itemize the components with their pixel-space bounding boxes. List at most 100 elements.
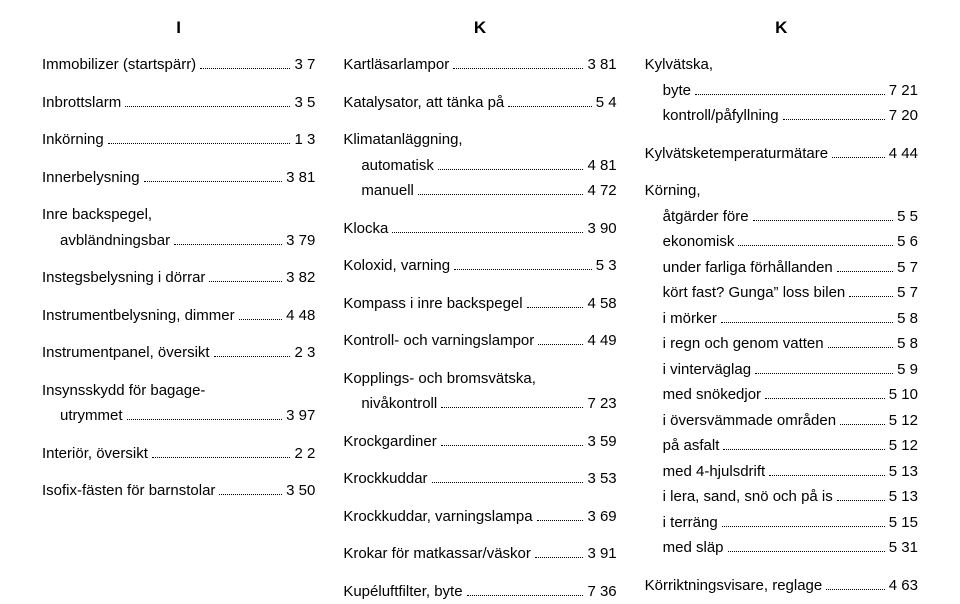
entry-label: på asfalt <box>663 433 720 459</box>
entry-page-ref: 3 5 <box>294 90 315 116</box>
index-entry: Krockgardiner 3 59 <box>343 429 616 455</box>
index-column-3: K Kylvätska,byte7 21kontroll/påfyllning7… <box>631 18 932 595</box>
index-entry-line: Krockgardiner 3 59 <box>343 429 616 455</box>
index-entry-line: Isofix-fästen för barnstolar3 50 <box>42 478 315 504</box>
entry-label: Kartläsarlampor <box>343 52 449 78</box>
index-entry: Körning,åtgärder före5 5ekonomisk5 6unde… <box>645 178 918 561</box>
entry-label: Körriktningsvisare, reglage <box>645 573 823 599</box>
leader-dots <box>527 298 584 308</box>
leader-dots <box>721 313 893 323</box>
entry-label: i lera, sand, snö och på is <box>663 484 833 510</box>
entry-label: Katalysator, att tänka på <box>343 90 504 116</box>
leader-dots <box>849 287 893 297</box>
entry-label: i terräng <box>663 510 718 536</box>
entry-label: Koloxid, varning <box>343 253 450 279</box>
leader-dots <box>214 347 291 357</box>
index-entry-line: Krokar för matkassar/väskor3 91 <box>343 541 616 567</box>
entry-page-ref: 3 91 <box>587 541 616 567</box>
index-entry: Krockkuddar, varningslampa3 69 <box>343 504 616 530</box>
leader-dots <box>209 272 282 282</box>
index-entry: Kopplings- och bromsvätska,nivåkontroll7… <box>343 366 616 417</box>
leader-dots <box>738 236 893 246</box>
entry-label: automatisk <box>361 153 434 179</box>
entry-label: utrymmet <box>60 403 123 429</box>
entry-page-ref: 4 44 <box>889 141 918 167</box>
index-subentry: byte7 21 <box>645 78 918 104</box>
leader-dots <box>538 335 583 345</box>
entry-page-ref: 5 13 <box>889 459 918 485</box>
entry-label: Inkörning <box>42 127 104 153</box>
entry-page-ref: 3 79 <box>286 228 315 254</box>
entry-label: avbländningsbar <box>60 228 170 254</box>
index-entry-line: Kartläsarlampor 3 81 <box>343 52 616 78</box>
index-entry-line: Krockkuddar3 53 <box>343 466 616 492</box>
leader-dots <box>418 185 584 195</box>
index-entry-line: Interiör, översikt2 2 <box>42 441 315 467</box>
index-page: I Immobilizer (startspärr)3 7Inbrottslar… <box>0 0 960 595</box>
leader-dots <box>723 440 884 450</box>
index-entry-line: Kupéluftfilter, byte 7 36 <box>343 579 616 604</box>
column-entries: Immobilizer (startspärr)3 7Inbrottslarm3… <box>42 52 315 504</box>
leader-dots <box>832 148 885 158</box>
leader-dots <box>695 85 885 95</box>
entry-group-label: Inre backspegel, <box>42 202 315 228</box>
index-subentry: med 4-hjulsdrift5 13 <box>645 459 918 485</box>
entry-label: Instrumentpanel, översikt <box>42 340 210 366</box>
entry-page-ref: 5 7 <box>897 255 918 281</box>
leader-dots <box>753 211 894 221</box>
entry-page-ref: 5 3 <box>596 253 617 279</box>
index-entry-line: Katalysator, att tänka på5 4 <box>343 90 616 116</box>
index-entry-line: Inkörning1 3 <box>42 127 315 153</box>
entry-page-ref: 3 59 <box>587 429 616 455</box>
index-entry: Klocka3 90 <box>343 216 616 242</box>
entry-label: Krockgardiner <box>343 429 436 455</box>
index-subentry: kört fast? Gunga” loss bilen5 7 <box>645 280 918 306</box>
leader-dots <box>239 310 283 320</box>
index-entry-line: Krockkuddar, varningslampa3 69 <box>343 504 616 530</box>
index-entry: Inre backspegel,avbländningsbar 3 79 <box>42 202 315 253</box>
entry-page-ref: 5 9 <box>897 357 918 383</box>
column-header: K <box>645 18 918 38</box>
index-entry: Kylvätska,byte7 21kontroll/påfyllning7 2… <box>645 52 918 129</box>
entry-page-ref: 5 5 <box>897 204 918 230</box>
leader-dots <box>840 415 885 425</box>
entry-page-ref: 3 81 <box>587 52 616 78</box>
entry-label: Innerbelysning <box>42 165 140 191</box>
leader-dots <box>200 59 290 69</box>
index-subentry: under farliga förhållanden5 7 <box>645 255 918 281</box>
index-column-2: K Kartläsarlampor3 81Katalysator, att tä… <box>329 18 630 595</box>
entry-page-ref: 7 36 <box>587 579 616 604</box>
entry-page-ref: 3 81 <box>286 165 315 191</box>
index-entry: Instrumentpanel, översikt2 3 <box>42 340 315 366</box>
index-entry-line: Instrumentpanel, översikt2 3 <box>42 340 315 366</box>
entry-page-ref: 4 63 <box>889 573 918 599</box>
index-entry: Kylvätsketemperaturmätare4 44 <box>645 141 918 167</box>
entry-page-ref: 4 81 <box>587 153 616 179</box>
entry-label: manuell <box>361 178 414 204</box>
entry-label: Kupéluftfilter, byte <box>343 579 462 604</box>
leader-dots <box>453 59 583 69</box>
index-subentry: i terräng5 15 <box>645 510 918 536</box>
index-entry: Klimatanläggning,automatisk4 81manuell4 … <box>343 127 616 204</box>
index-subentry: automatisk 4 81 <box>343 153 616 179</box>
index-entry-line: Kompass i inre backspegel4 58 <box>343 291 616 317</box>
leader-dots <box>769 466 885 476</box>
index-entry-line: Kylvätsketemperaturmätare4 44 <box>645 141 918 167</box>
index-subentry: med snökedjor5 10 <box>645 382 918 408</box>
entry-page-ref: 7 23 <box>587 391 616 417</box>
entry-label: med snökedjor <box>663 382 761 408</box>
index-column-1: I Immobilizer (startspärr)3 7Inbrottslar… <box>28 18 329 595</box>
index-entry-line: Instrumentbelysning, dimmer4 48 <box>42 303 315 329</box>
index-subentry: i översvämmade områden5 12 <box>645 408 918 434</box>
entry-page-ref: 3 69 <box>587 504 616 530</box>
index-entry-line: Immobilizer (startspärr)3 7 <box>42 52 315 78</box>
index-subentry: i mörker5 8 <box>645 306 918 332</box>
entry-label: Instegsbelysning i dörrar <box>42 265 205 291</box>
leader-dots <box>174 235 282 245</box>
index-entry: Kontroll- och varningslampor4 49 <box>343 328 616 354</box>
index-entry-line: Klocka3 90 <box>343 216 616 242</box>
index-entry-line: Instegsbelysning i dörrar3 82 <box>42 265 315 291</box>
entry-page-ref: 5 12 <box>889 408 918 434</box>
entry-page-ref: 5 8 <box>897 306 918 332</box>
index-entry: Körriktningsvisare, reglage 4 63 <box>645 573 918 599</box>
